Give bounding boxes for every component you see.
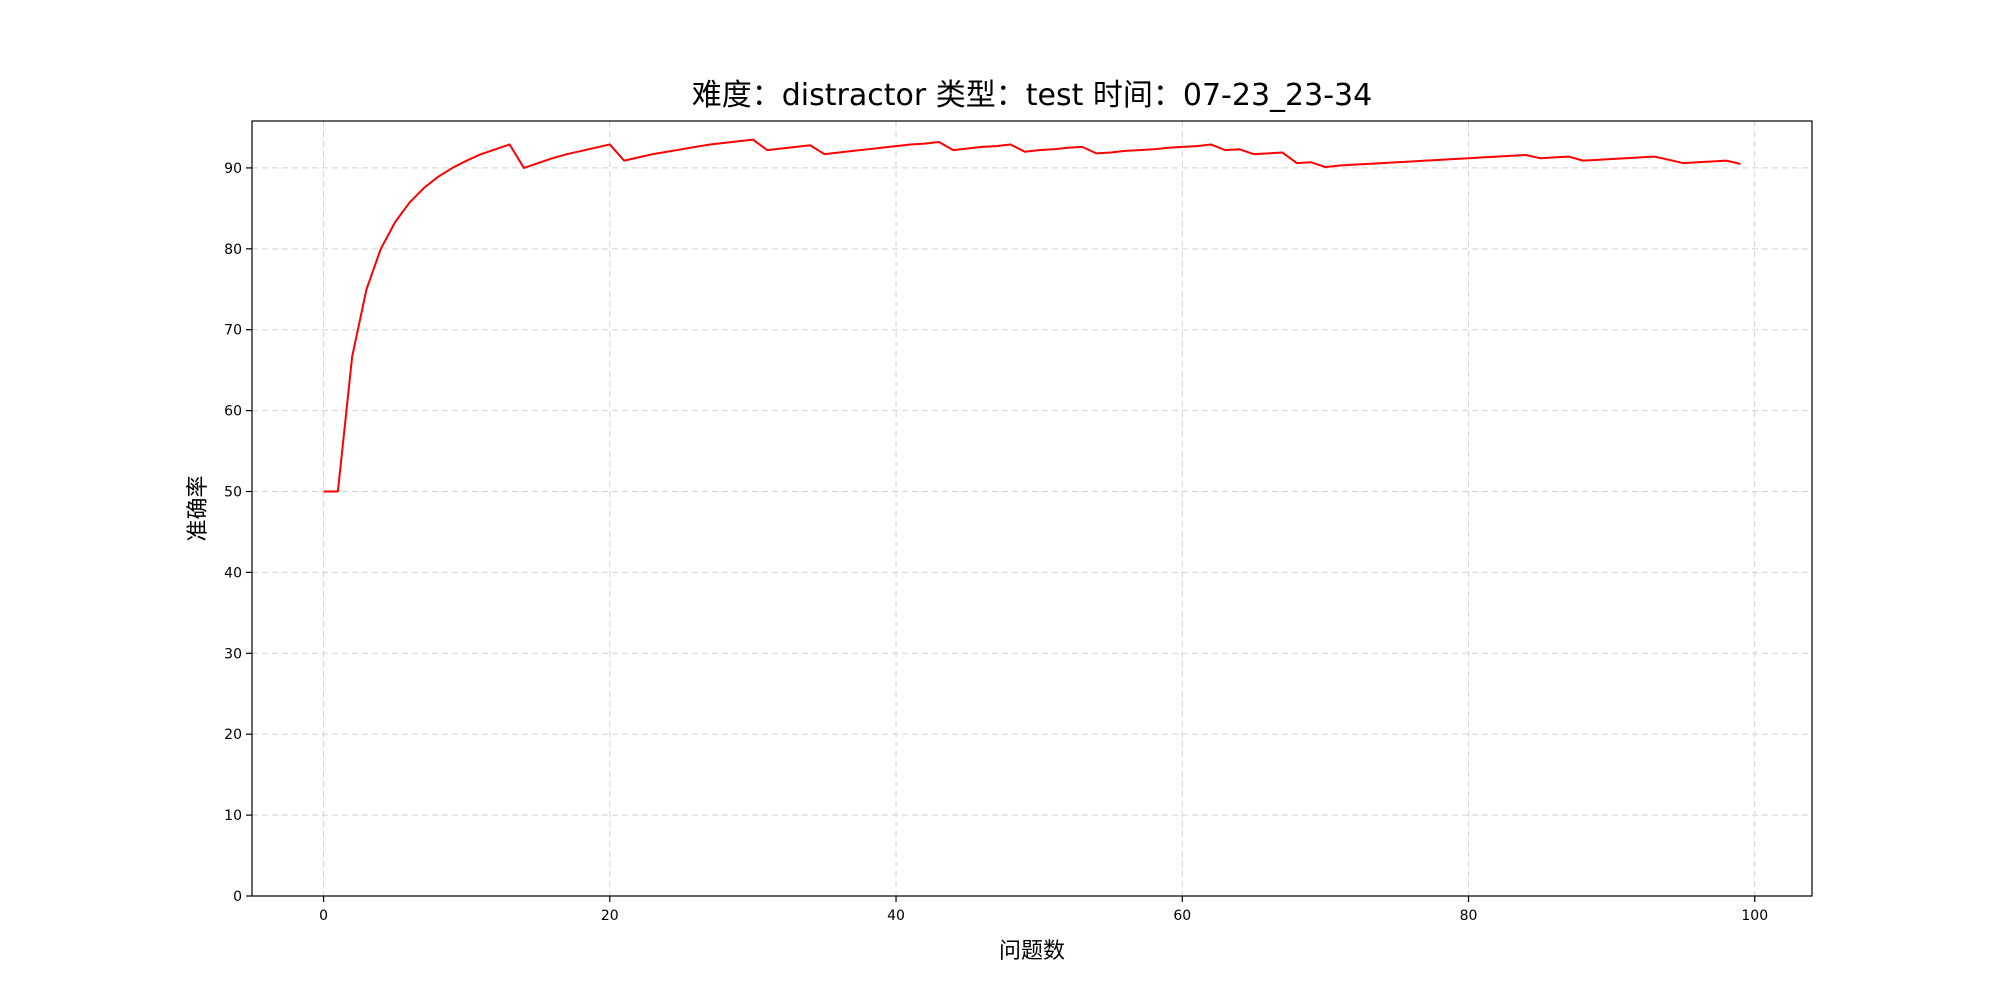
- x-tick-label: 60: [1173, 908, 1191, 924]
- y-tick-label: 90: [224, 161, 242, 177]
- y-tick-label: 40: [224, 565, 242, 581]
- x-tick-label: 100: [1741, 908, 1768, 924]
- grid-layer: [252, 121, 1812, 897]
- y-tick-label: 10: [224, 808, 242, 824]
- y-tick-label: 60: [224, 404, 242, 420]
- x-tick-label: 40: [887, 908, 905, 924]
- accuracy-series-line: [323, 138, 1741, 493]
- x-tick-label: 0: [319, 908, 328, 924]
- x-axis-title: 问题数: [999, 939, 1065, 964]
- x-tick-label: 20: [601, 908, 619, 924]
- y-tick-label: 0: [233, 889, 242, 905]
- x-tick-label: 80: [1460, 908, 1478, 924]
- tick-layer: 0 20 40 60 80 100 0 10 20 30 40 50 60 70 80 90: [224, 161, 1768, 924]
- chart-title: 难度：distractor 类型：test 时间：07-23_23-34: [692, 78, 1372, 113]
- y-tick-label: 50: [224, 485, 242, 501]
- series-layer: [323, 138, 1741, 493]
- y-tick-label: 80: [224, 242, 242, 258]
- y-axis-title: 准确率: [186, 475, 211, 541]
- y-tick-label: 30: [224, 646, 242, 662]
- y-tick-label: 20: [224, 727, 242, 743]
- y-tick-label: 70: [224, 323, 242, 339]
- plot-frame: [251, 120, 1813, 897]
